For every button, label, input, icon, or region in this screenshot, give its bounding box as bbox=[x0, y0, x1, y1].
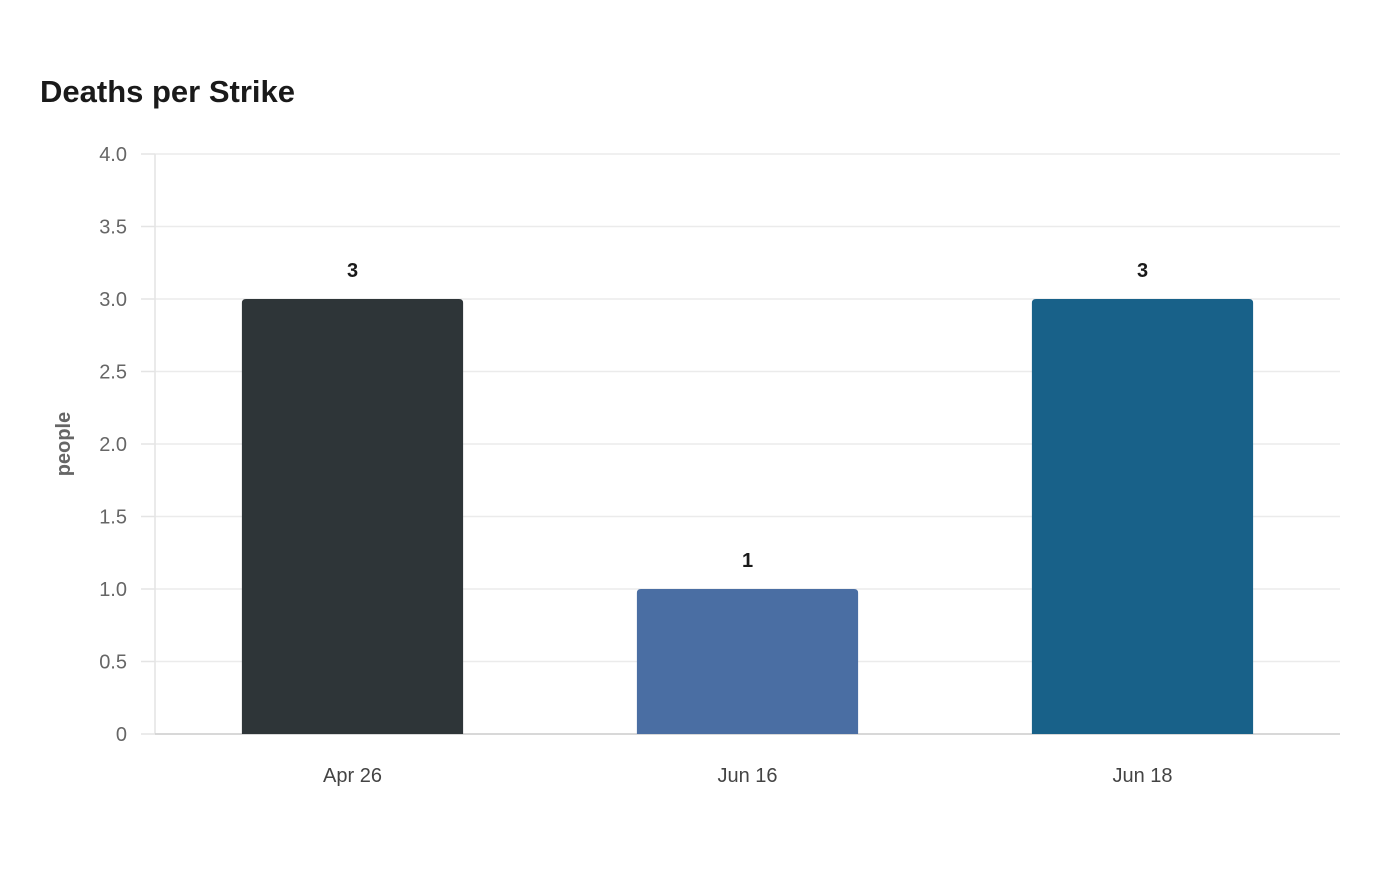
bar bbox=[636, 589, 859, 734]
y-tick-label: 3.5 bbox=[99, 217, 127, 239]
y-tick-label: 2.0 bbox=[99, 434, 127, 456]
x-tick-label: Jun 16 bbox=[717, 765, 777, 787]
y-tick-label: 0 bbox=[116, 724, 127, 746]
y-tick-label: 1.0 bbox=[99, 579, 127, 601]
y-tick-label: 2.5 bbox=[99, 362, 127, 384]
x-tick-label: Jun 18 bbox=[1112, 765, 1172, 787]
data-label: 3 bbox=[1137, 260, 1148, 282]
y-axis-title: people bbox=[53, 412, 75, 476]
bar bbox=[241, 299, 464, 734]
bars bbox=[241, 299, 1254, 734]
y-tick-label: 3.0 bbox=[99, 289, 127, 311]
x-tick-label: Apr 26 bbox=[323, 765, 382, 787]
y-tick-label: 0.5 bbox=[99, 652, 127, 674]
data-label: 1 bbox=[742, 550, 753, 572]
y-tick-label: 4.0 bbox=[99, 144, 127, 166]
y-tick-labels: 0 0.5 1.0 1.5 2.0 2.5 3.0 3.5 4.0 bbox=[99, 144, 127, 746]
chart-title: Deaths per Strike bbox=[40, 74, 295, 109]
y-tick-label: 1.5 bbox=[99, 507, 127, 529]
bar bbox=[1031, 299, 1254, 734]
data-label: 3 bbox=[347, 260, 358, 282]
x-tick-labels: Apr 26 Jun 16 Jun 18 bbox=[323, 765, 1173, 787]
data-labels: 3 1 3 bbox=[347, 260, 1148, 572]
